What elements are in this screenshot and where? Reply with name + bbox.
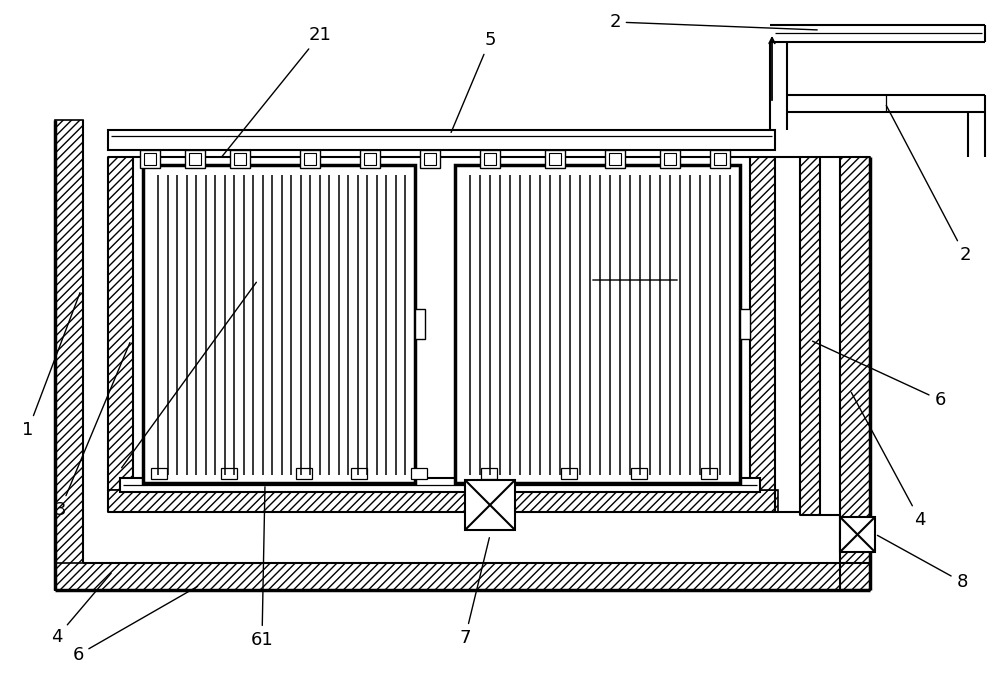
Text: 6: 6 — [72, 587, 198, 664]
Bar — [221, 468, 237, 479]
Text: 8: 8 — [877, 535, 968, 591]
Text: 3: 3 — [54, 343, 130, 519]
Bar — [360, 150, 380, 168]
Bar — [840, 157, 870, 590]
Bar — [481, 468, 497, 479]
Bar — [143, 165, 415, 483]
Text: 21: 21 — [222, 26, 331, 157]
Bar — [420, 150, 440, 168]
Text: 6: 6 — [813, 341, 946, 409]
Bar — [840, 517, 875, 552]
Bar — [351, 468, 367, 479]
Bar — [300, 150, 320, 168]
Bar — [108, 157, 133, 490]
Text: 4: 4 — [851, 392, 926, 529]
Bar — [151, 468, 167, 479]
Bar — [465, 480, 515, 530]
Text: 1: 1 — [22, 292, 80, 439]
Bar — [800, 157, 820, 515]
Bar — [108, 130, 775, 150]
Bar — [120, 478, 760, 492]
Text: 7: 7 — [459, 538, 489, 647]
Bar — [660, 150, 680, 168]
Bar — [455, 165, 740, 483]
Bar — [415, 309, 425, 339]
Bar — [631, 468, 647, 479]
Bar — [364, 153, 376, 165]
Bar — [230, 150, 250, 168]
Text: 2: 2 — [609, 13, 817, 31]
Bar — [55, 120, 83, 590]
Text: 61: 61 — [251, 487, 273, 649]
Text: 2: 2 — [886, 105, 971, 264]
Bar — [424, 153, 436, 165]
Bar — [55, 563, 865, 590]
Bar — [710, 150, 730, 168]
Bar — [304, 153, 316, 165]
Bar — [185, 150, 205, 168]
Bar — [140, 150, 160, 168]
Bar — [701, 468, 717, 479]
Bar — [740, 309, 750, 339]
Text: 5: 5 — [451, 31, 496, 132]
Bar — [189, 153, 201, 165]
Bar — [750, 157, 775, 490]
Bar — [296, 468, 312, 479]
Bar — [144, 153, 156, 165]
Bar — [484, 153, 496, 165]
Bar — [714, 153, 726, 165]
Text: 4: 4 — [51, 573, 111, 646]
Bar — [664, 153, 676, 165]
Bar — [545, 150, 565, 168]
Bar — [480, 150, 500, 168]
Bar — [561, 468, 577, 479]
Bar — [549, 153, 561, 165]
Bar — [609, 153, 621, 165]
Bar — [108, 490, 778, 512]
Bar — [234, 153, 246, 165]
Bar — [605, 150, 625, 168]
Bar — [411, 468, 427, 479]
